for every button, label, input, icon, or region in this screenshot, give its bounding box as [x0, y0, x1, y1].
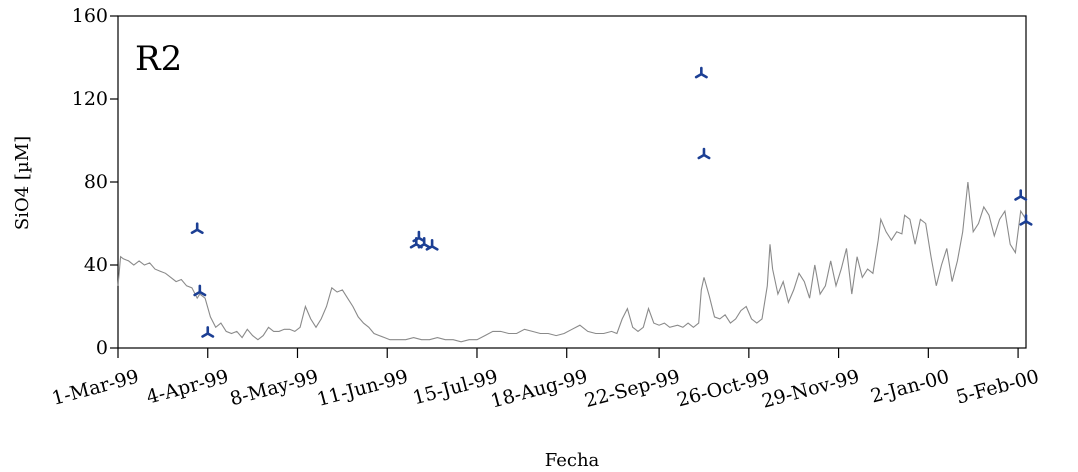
x-tick-label: 8-May-99	[228, 366, 321, 411]
data-point	[697, 147, 711, 160]
series-line	[117, 181, 1027, 343]
x-tick-label: 26-Oct-99	[675, 366, 773, 412]
plot-border	[117, 15, 1027, 349]
data-point	[193, 284, 207, 297]
y-axis-title: SiO4 [µM]	[12, 136, 33, 230]
y-tick-label: 160	[72, 5, 108, 27]
data-point	[1019, 214, 1033, 226]
x-tick-label: 11-Jun-99	[315, 366, 411, 411]
x-axis-title: Fecha	[545, 450, 600, 471]
y-tick-label: 0	[96, 337, 108, 359]
data-point	[417, 236, 431, 249]
data-point	[1014, 189, 1028, 201]
data-point	[425, 239, 439, 251]
data-point	[412, 230, 426, 243]
y-tick-label: 40	[84, 254, 108, 276]
data-point	[694, 66, 708, 79]
series-scatter-layer	[190, 66, 1033, 338]
data-point	[190, 222, 204, 235]
x-tick-label: 4-Apr-99	[144, 366, 231, 409]
series-line-layer	[117, 181, 1027, 343]
y-axis: 0 40 80 120 160	[72, 5, 118, 359]
x-tick-label: 5-Feb-00	[954, 366, 1041, 409]
data-point	[201, 326, 215, 338]
plot-frame	[117, 15, 1027, 349]
x-tick-label: 2-Jan-00	[868, 366, 951, 408]
x-tick-label: 15-Jul-99	[410, 366, 500, 410]
x-tick-label: 18-Aug-99	[488, 366, 590, 413]
x-tick-label: 22-Sep-99	[582, 366, 682, 413]
x-tick-label: 1-Mar-99	[50, 366, 142, 410]
y-tick-label: 120	[72, 88, 108, 110]
y-tick-label: 80	[84, 171, 108, 193]
panel-label: R2	[135, 39, 182, 79]
x-tick-label: 29-Nov-99	[760, 366, 862, 413]
